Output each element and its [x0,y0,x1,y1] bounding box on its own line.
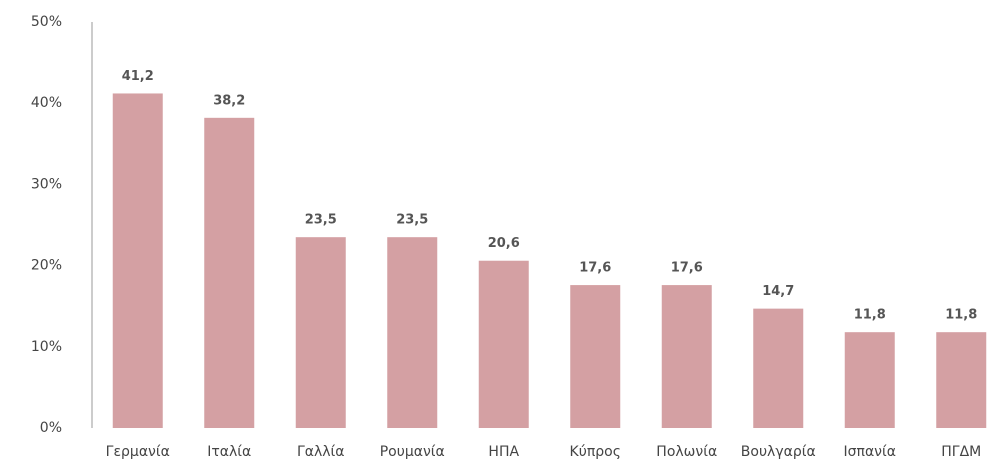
y-tick-label: 10% [31,339,62,355]
x-tick-label: Ισπανία [844,444,896,460]
bar [936,332,987,428]
x-tick-label: Κύπρος [570,444,621,460]
bar [661,285,712,428]
x-tick-label: Ιταλία [207,444,251,460]
bar [478,260,529,428]
data-label: 23,5 [305,213,337,228]
data-label: 17,6 [579,261,611,276]
bar [753,308,804,428]
x-tick-label: Γαλλία [297,444,345,460]
bar [204,117,255,428]
y-tick-label: 40% [31,95,62,111]
data-label: 17,6 [671,261,703,276]
bar [387,237,438,428]
x-tick-label: ΗΠΑ [488,444,519,460]
y-tick-label: 30% [31,176,62,192]
x-tick-label: ΠΓΔΜ [941,444,981,460]
x-tick-label: Βουλγαρία [741,444,816,460]
x-tick-label: Ρουμανία [380,444,445,460]
y-tick-label: 0% [40,420,62,436]
data-label: 20,6 [488,236,520,251]
bar [112,93,163,429]
data-label: 11,8 [854,308,886,323]
bar [844,332,895,428]
x-tick-label: Γερμανία [106,444,170,460]
bar [570,285,621,428]
data-label: 23,5 [396,213,428,228]
data-label: 41,2 [122,69,154,84]
data-label: 11,8 [945,308,977,323]
y-tick-label: 50% [31,14,62,30]
data-label: 14,7 [762,284,794,299]
x-tick-label: Πολωνία [656,444,717,460]
y-tick-label: 20% [31,258,62,274]
data-label: 38,2 [213,93,245,108]
bar [295,237,346,428]
